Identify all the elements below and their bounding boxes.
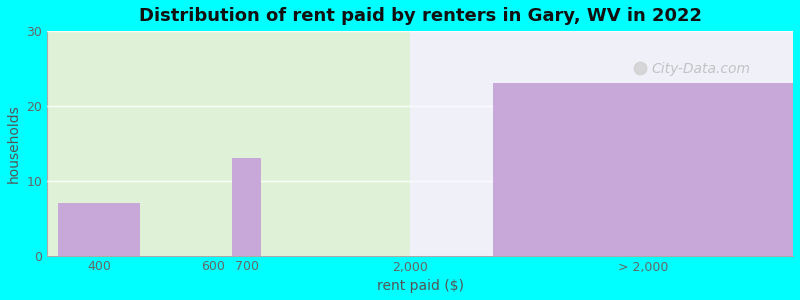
Y-axis label: households: households xyxy=(7,104,21,182)
X-axis label: rent paid ($): rent paid ($) xyxy=(377,279,464,293)
Title: Distribution of rent paid by renters in Gary, WV in 2022: Distribution of rent paid by renters in … xyxy=(138,7,702,25)
Bar xyxy=(493,83,793,256)
Bar xyxy=(410,31,793,256)
Bar xyxy=(232,158,261,256)
Bar xyxy=(47,31,410,256)
Bar xyxy=(58,203,141,256)
Text: City-Data.com: City-Data.com xyxy=(651,62,750,76)
